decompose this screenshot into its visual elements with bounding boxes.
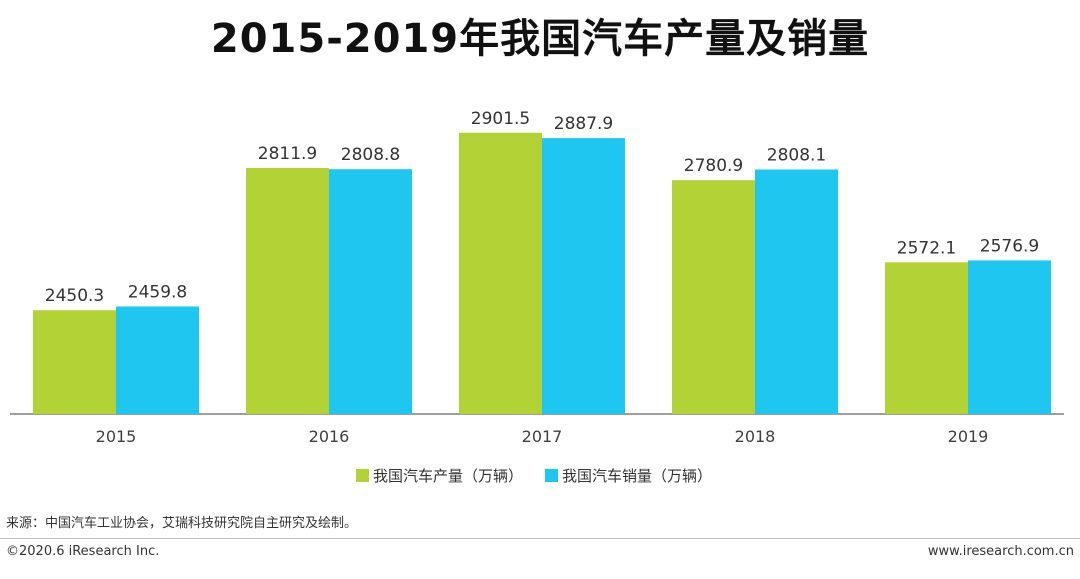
footer-divider	[0, 538, 1080, 539]
bar-sales-2016	[329, 169, 412, 414]
data-label: 2901.5	[471, 109, 530, 129]
legend-swatch	[545, 469, 558, 482]
bar-production-2018	[672, 180, 755, 414]
data-label: 2887.9	[554, 114, 613, 134]
bar-production-2019	[885, 262, 968, 414]
x-tick-label: 2019	[948, 427, 989, 446]
data-label: 2459.8	[128, 282, 187, 302]
data-label: 2811.9	[258, 144, 317, 164]
bar-sales-2017	[542, 138, 625, 414]
data-label: 2572.1	[897, 238, 956, 258]
x-tick-label: 2018	[735, 427, 776, 446]
legend-label: 我国汽车销量（万辆）	[562, 467, 712, 485]
source-note: 来源：中国汽车工业协会，艾瑞科技研究院自主研究及绘制。	[6, 516, 358, 531]
x-tick-label: 2016	[309, 427, 350, 446]
bar-chart: 2450.3 2459.8 2015 2811.9 2808.8 2016 2901.5 28…	[10, 109, 1064, 485]
data-label: 2808.8	[341, 145, 400, 165]
x-tick-label: 2017	[522, 427, 563, 446]
bar-sales-2019	[968, 260, 1051, 414]
bar-sales-2015	[116, 306, 199, 414]
chart-title: 2015-2019年我国汽车产量及销量	[210, 16, 870, 62]
copyright: ©2020.6 iResearch Inc.	[6, 544, 160, 559]
data-label: 2780.9	[684, 156, 743, 176]
data-label: 2576.9	[980, 236, 1039, 256]
legend-swatch	[356, 469, 369, 482]
data-label: 2808.1	[767, 145, 826, 165]
bar-production-2017	[459, 132, 542, 414]
data-label: 2450.3	[45, 286, 104, 306]
x-tick-label: 2015	[96, 427, 137, 446]
bar-sales-2018	[755, 169, 838, 414]
legend-label: 我国汽车产量（万辆）	[373, 467, 523, 485]
bar-production-2016	[246, 167, 329, 414]
bar-production-2015	[33, 310, 116, 414]
website-link[interactable]: www.iresearch.com.cn	[927, 544, 1074, 559]
